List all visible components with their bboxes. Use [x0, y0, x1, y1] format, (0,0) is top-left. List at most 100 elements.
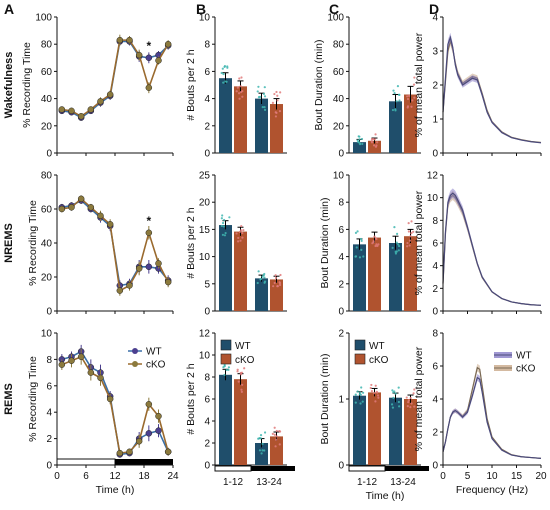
individual-point	[398, 99, 401, 102]
individual-point	[237, 92, 241, 95]
individual-point	[279, 91, 282, 94]
individual-point	[409, 396, 412, 400]
individual-point	[377, 396, 380, 399]
individual-point	[359, 237, 363, 241]
individual-point	[240, 76, 243, 79]
x-tick-label: 15	[511, 471, 523, 482]
series-cko	[58, 195, 172, 296]
individual-point	[221, 221, 225, 225]
individual-point	[397, 243, 400, 246]
dark-phase-bar	[115, 459, 173, 465]
individual-point	[361, 142, 364, 145]
individual-point	[412, 230, 415, 233]
data-point	[135, 437, 143, 445]
individual-point	[278, 110, 282, 113]
individual-point	[406, 245, 409, 248]
y-axis-a2: 0 20 40 60 80 % Recording Time	[27, 171, 58, 318]
y-tick-label: 40	[333, 94, 345, 105]
individual-point	[243, 367, 246, 370]
individual-point	[236, 370, 239, 373]
individual-point	[240, 388, 243, 391]
bar-cko	[368, 237, 381, 311]
row-label-nrems: NREMS	[3, 223, 15, 263]
individual-point	[278, 430, 282, 433]
individual-point	[257, 85, 260, 88]
chart-c1	[349, 76, 421, 154]
individual-point	[240, 229, 243, 232]
y-tick-label: 8	[432, 329, 438, 340]
y-tick-label: 10	[199, 252, 211, 263]
y-tick-label: 20	[41, 121, 53, 132]
data-point	[155, 427, 162, 434]
individual-point	[239, 85, 242, 88]
individual-point	[360, 248, 363, 251]
individual-point	[276, 94, 279, 97]
individual-point	[222, 365, 225, 369]
individual-point	[356, 230, 359, 233]
individual-point	[226, 66, 229, 69]
bar-wt	[255, 98, 268, 153]
series-wt	[58, 197, 172, 291]
y-axis-label: Bout Duration (min)	[319, 353, 331, 444]
individual-point	[395, 241, 398, 244]
data-point	[126, 36, 133, 44]
individual-point	[397, 93, 401, 96]
chart-b1	[215, 65, 287, 154]
legend-swatch-cko	[220, 353, 232, 365]
y-tick-label: 0	[204, 149, 210, 160]
bar-cko	[234, 86, 247, 153]
data-point	[155, 412, 162, 420]
x-tick-label: 12	[109, 471, 121, 482]
chart-a1: *	[56, 34, 174, 156]
series-cko	[442, 36, 542, 144]
individual-point	[392, 396, 395, 399]
individual-point	[274, 115, 278, 118]
individual-point	[412, 392, 415, 395]
individual-point	[221, 67, 224, 70]
data-point	[145, 401, 153, 408]
individual-point	[393, 390, 396, 393]
individual-point	[279, 273, 282, 277]
y-tick-label: 10	[427, 193, 439, 204]
individual-point	[392, 89, 395, 92]
legend-label-wt: WT	[146, 347, 162, 358]
dark-phase-bar	[251, 466, 295, 471]
individual-point	[358, 393, 361, 396]
individual-point	[261, 275, 264, 278]
data-point	[116, 287, 124, 294]
dark-phase-bar	[385, 466, 429, 471]
y-axis-b2: 0 5 10 15 20 25 # Bouts per 2 h	[185, 171, 216, 318]
individual-point	[391, 406, 395, 409]
y-tick-label: 4	[432, 13, 438, 24]
y-tick-label: 4	[432, 261, 438, 272]
row-label-rems: REMS	[3, 383, 15, 415]
chart-c2	[349, 220, 421, 312]
y-tick-label: 6	[432, 362, 438, 373]
x-axis-label: Time (h)	[366, 490, 405, 502]
individual-point	[377, 243, 380, 246]
y-tick-label: 6	[432, 239, 438, 250]
individual-point	[406, 405, 409, 408]
individual-point	[395, 250, 398, 253]
bar-wt	[389, 243, 402, 311]
bar-cko	[234, 231, 247, 311]
chart-a2: *	[56, 195, 174, 314]
individual-point	[394, 392, 397, 395]
individual-point	[222, 81, 225, 84]
x-tick-label: 0	[440, 471, 446, 482]
x-tick-label: 6	[83, 471, 89, 482]
individual-point	[396, 85, 400, 88]
individual-point	[263, 108, 267, 112]
individual-point	[263, 280, 267, 283]
individual-point	[357, 135, 360, 138]
individual-point	[221, 214, 224, 217]
bar-cko	[270, 279, 283, 311]
y-tick-label: 4	[204, 417, 210, 428]
y-tick-label: 0	[338, 307, 344, 318]
individual-point	[374, 133, 377, 136]
individual-point	[273, 433, 276, 436]
individual-point	[406, 97, 410, 101]
bar-cko	[404, 94, 417, 153]
y-tick-label: 80	[333, 40, 345, 51]
individual-point	[358, 138, 361, 141]
